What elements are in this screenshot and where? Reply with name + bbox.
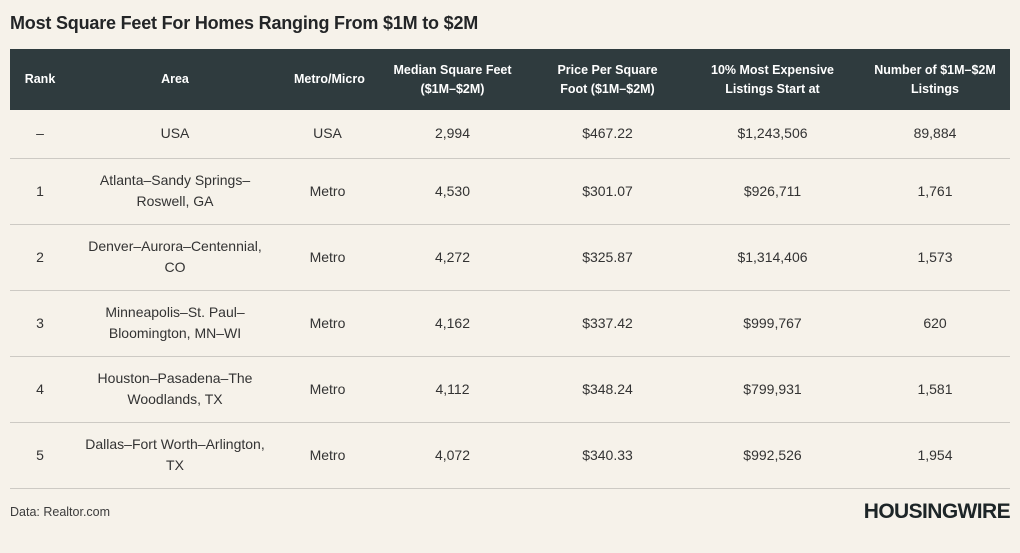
cell-metro: Metro [309,314,346,331]
cell-median-sqft: 4,530 [434,182,471,199]
cell-median-sqft: 4,072 [434,446,471,463]
column-header-listing-count: Number of $1M–$2M Listings [860,49,1010,110]
cell-top10-start: $1,243,506 [737,125,808,142]
cell-area: Atlanta–Sandy Springs–Roswell, GA [99,172,251,209]
footer: Data: Realtor.com HOUSINGWIRE [10,499,1011,524]
column-header-median-sqft: Median Square Feet ($1M–$2M) [375,49,530,110]
column-header-area: Area [70,49,280,110]
cell-metro: Metro [309,248,346,265]
cell-metro: Metro [309,182,346,199]
cell-rank: 3 [36,314,44,331]
cell-rank: 5 [36,446,44,463]
cell-top10-start: $926,711 [743,182,802,199]
cell-listing-count: 1,954 [917,446,953,463]
table-row: 4 Houston–Pasadena–The Woodlands, TX Met… [10,356,1010,422]
cell-top10-start: $999,767 [743,314,802,331]
page-title: Most Square Feet For Homes Ranging From … [10,13,479,33]
table-row: 1 Atlanta–Sandy Springs–Roswell, GA Metr… [10,158,1010,224]
cell-price-per-sqft: $337.42 [582,314,633,331]
column-header-top10-start: 10% Most Expensive Listings Start at [685,49,860,110]
cell-top10-start: $1,314,406 [737,248,808,265]
cell-price-per-sqft: $340.33 [582,446,633,463]
cell-listing-count: 89,884 [913,125,957,142]
cell-rank: 1 [36,182,44,199]
cell-top10-start: $992,526 [743,446,802,463]
cell-area: Denver–Aurora–Centennial, CO [88,238,262,275]
table-row: 2 Denver–Aurora–Centennial, CO Metro 4,2… [10,224,1010,290]
column-header-price-per-sqft: Price Per Square Foot ($1M–$2M) [530,49,685,110]
cell-top10-start: $799,931 [743,380,802,397]
cell-area: USA [160,125,190,142]
table-row: – USA USA 2,994 $467.22 $1,243,506 89,88… [10,110,1010,158]
cell-area: Minneapolis–St. Paul–Bloomington, MN–WI [105,304,245,341]
cell-listing-count: 1,581 [917,380,953,397]
housingwire-logo: HOUSINGWIRE [863,499,1011,523]
cell-rank: – [36,125,44,142]
cell-price-per-sqft: $325.87 [582,248,633,265]
cell-metro: USA [313,125,342,142]
cell-metro: Metro [309,380,346,397]
cell-metro: Metro [309,446,346,463]
table-row: 5 Dallas–Fort Worth–Arlington, TX Metro … [10,422,1010,488]
cell-price-per-sqft: $348.24 [582,380,633,397]
cell-price-per-sqft: $301.07 [582,182,633,199]
cell-median-sqft: 4,272 [434,248,471,265]
table-row: 3 Minneapolis–St. Paul–Bloomington, MN–W… [10,290,1010,356]
data-source-label: Data: Realtor.com [10,504,111,519]
column-header-metro: Metro/Micro [280,49,375,110]
cell-listing-count: 1,573 [917,248,953,265]
cell-listing-count: 620 [923,314,947,331]
cell-rank: 2 [36,248,44,265]
cell-price-per-sqft: $467.22 [582,125,633,142]
table-header-row: Rank Area Metro/Micro Median Square Feet… [10,49,1010,110]
column-header-rank: Rank [10,49,70,110]
cell-area: Houston–Pasadena–The Woodlands, TX [97,370,253,407]
data-table: Rank Area Metro/Micro Median Square Feet… [10,49,1010,489]
cell-area: Dallas–Fort Worth–Arlington, TX [85,436,265,473]
cell-median-sqft: 2,994 [434,125,471,142]
cell-listing-count: 1,761 [917,182,953,199]
cell-rank: 4 [36,380,44,397]
cell-median-sqft: 4,112 [435,380,470,397]
cell-median-sqft: 4,162 [434,314,471,331]
table-body: – USA USA 2,994 $467.22 $1,243,506 89,88… [10,110,1010,488]
table-header: Rank Area Metro/Micro Median Square Feet… [10,49,1010,110]
